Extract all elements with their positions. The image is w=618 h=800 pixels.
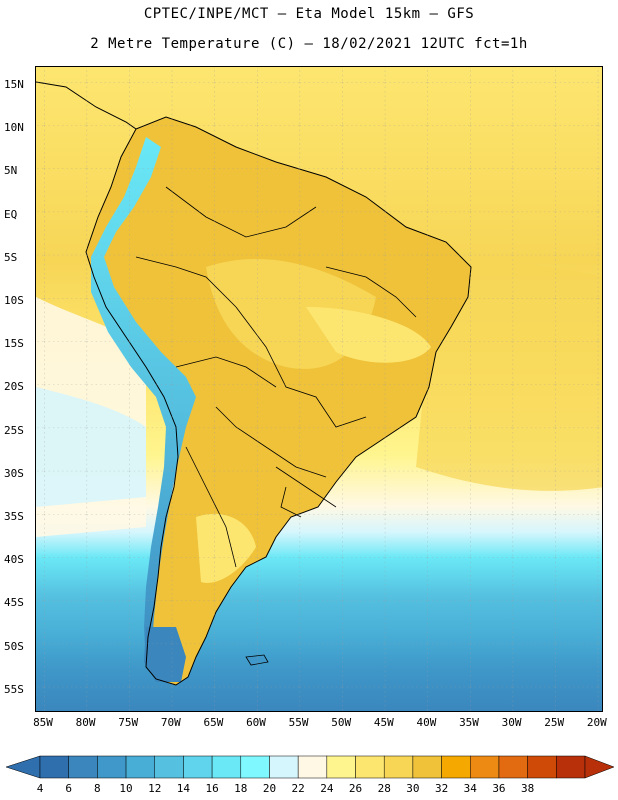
colorbar-swatch [240,755,270,779]
lon-label: 75W [118,716,139,729]
colorbar-tick-label: 18 [234,782,248,795]
lon-label: 65W [203,716,224,729]
lat-label: 40S [4,553,24,567]
title-line-1: CPTEC/INPE/MCT – Eta Model 15km – GFS [143,6,475,22]
colorbar-swatch [441,755,471,779]
colorbar-tick-label: 28 [377,782,391,795]
colorbar-swatch [269,755,299,779]
lat-label: 55S [4,682,24,696]
colorbar-tick-label: 34 [463,782,477,795]
lon-label: 70W [160,716,181,729]
lon-label: 80W [75,716,96,729]
lat-label: 25S [4,423,24,437]
lon-label: 45W [373,716,394,729]
colorbar-right-arrow [584,755,615,779]
colorbar-tick-label: 30 [406,782,420,795]
lat-label: 45S [4,596,24,610]
colorbar-swatch [412,755,442,779]
colorbar-tick-label: 38 [521,782,535,795]
lat-label: 15S [4,337,24,351]
colorbar-swatch [355,755,385,779]
lat-label: 10S [4,294,24,307]
colorbar-swatch [97,755,127,779]
lon-label: 60W [246,716,266,729]
colorbar-swatch [383,755,414,779]
colorbar-tick-label: 32 [434,782,449,795]
colorbar-tick-label: 26 [348,782,363,795]
colorbar-swatch [211,755,242,779]
lon-label: 25W [544,716,565,729]
lat-label: 30S [4,466,24,480]
colorbar-swatch [125,755,155,779]
colorbar-left-arrow [5,755,41,779]
colorbar-tick-label: 36 [492,782,506,795]
lon-label: 30W [501,716,522,729]
temperature-map [35,66,603,712]
colorbar [5,755,615,779]
lat-label: 15N [4,78,24,91]
title-line-2: 2 Metre Temperature (C) – 18/02/2021 12U… [90,36,528,52]
colorbar-swatch [498,755,528,779]
colorbar-swatch [39,755,69,779]
colorbar-swatch [68,755,98,779]
lat-label: 50S [4,639,24,653]
lon-label: 50W [331,716,352,729]
colorbar-swatch [527,755,557,779]
lat-label: 5S [4,250,18,264]
colorbar-tick-label: 16 [205,782,219,795]
lon-label: 55W [288,716,309,729]
colorbar-swatch [154,755,184,779]
colorbar-tick-label: 4 [36,782,44,795]
lat-label: 10N [4,121,24,135]
colorbar-tick-label: 6 [65,782,72,795]
colorbar-tick-label: 22 [291,782,305,795]
colorbar-tick-label: 12 [148,782,162,795]
colorbar-tick-label: 10 [119,782,133,795]
colorbar-tick-label: 14 [176,782,191,795]
colorbar-tick-label: 8 [94,782,101,795]
colorbar-tick-label: 24 [320,782,334,795]
colorbar-swatch [297,755,328,779]
lat-label: 35S [4,510,24,523]
map-canvas [36,67,602,711]
lat-label: EQ [4,207,18,221]
colorbar-swatch [470,755,500,779]
lon-label: 85W [33,716,53,729]
colorbar-tick-label: 20 [262,782,277,795]
lon-label: 35W [459,716,479,729]
lat-label: 5N [4,164,18,178]
colorbar-swatch [183,755,213,779]
lon-label: 40W [416,716,437,729]
colorbar-swatch [326,755,356,779]
latlon-grid [36,67,602,711]
lon-label: 20W [586,716,607,729]
lat-label: 20S [4,380,24,394]
colorbar-swatch [556,755,586,779]
